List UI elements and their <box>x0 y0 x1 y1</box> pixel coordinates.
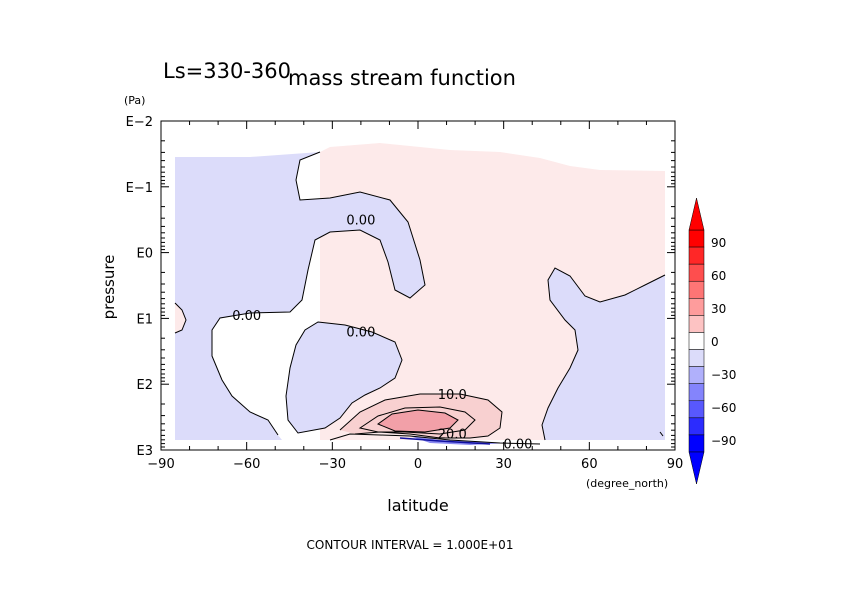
x-unit: (degree_north) <box>586 477 668 490</box>
colorbar: 90 60 30 0 −30 −60 −90 <box>688 197 736 485</box>
negative-region-left <box>175 152 425 440</box>
colorbar-label: −90 <box>711 434 736 448</box>
contour-label: 20.0 <box>438 428 467 443</box>
negative-region-right <box>542 268 665 440</box>
colorbar-segment <box>688 280 705 299</box>
contour-label: 0.00 <box>232 309 261 324</box>
contour-label: 0.00 <box>503 437 532 452</box>
y-tick-label: E0 <box>137 247 154 262</box>
colorbar-segment <box>688 417 705 436</box>
colorbar-label: 90 <box>711 236 726 250</box>
y-axis: E−2 E−1 E0 E1 E2 E3 <box>126 115 675 459</box>
positive-lobe-core <box>378 410 458 432</box>
colorbar-label: 30 <box>711 302 726 316</box>
x-tick-label: 30 <box>495 457 512 472</box>
y-tick-label: E2 <box>137 378 154 393</box>
x-tick-label: −30 <box>319 457 346 472</box>
x-tick-label: 60 <box>581 457 598 472</box>
colorbar-segment <box>688 315 705 333</box>
colorbar-segment <box>688 434 705 453</box>
contour-labels: 0.00 0.00 0.00 10.0 20.0 0.00 <box>232 214 532 453</box>
colorbar-segment <box>688 332 705 350</box>
colorbar-segment <box>688 298 705 316</box>
chart-title: mass stream function <box>288 66 516 90</box>
x-tick-label: 90 <box>667 457 684 472</box>
colorbar-label: 60 <box>711 269 726 283</box>
colorbar-label: −60 <box>711 401 736 415</box>
y-tick-label: E−1 <box>126 181 153 196</box>
y-unit: (Pa) <box>124 94 145 107</box>
negative-region-center <box>286 322 402 433</box>
colorbar-segment <box>688 263 705 282</box>
x-tick-label: 0 <box>414 457 422 472</box>
colorbar-segment <box>688 366 705 384</box>
x-axis-label: latitude <box>387 496 448 515</box>
colorbar-segment <box>688 229 705 248</box>
contour-interval-note: CONTOUR INTERVAL = 1.000E+01 <box>307 538 514 552</box>
colorbar-bottom-arrow <box>688 451 705 485</box>
positive-edge-blob <box>175 303 186 333</box>
y-tick-label: E−2 <box>126 115 153 130</box>
contour-fills <box>175 143 665 445</box>
contour-lines <box>174 151 666 445</box>
contour-label: 10.0 <box>438 388 467 403</box>
x-tick-label: −60 <box>233 457 260 472</box>
negative-surface-strip <box>410 436 510 445</box>
y-tick-label: E1 <box>137 312 154 327</box>
y-tick-label: E3 <box>137 444 154 459</box>
colorbar-top-arrow <box>688 197 705 231</box>
colorbar-segment <box>688 400 705 419</box>
x-axis: −90 −60 −30 0 30 60 90 <box>147 121 683 472</box>
contour-label: 0.00 <box>346 214 375 229</box>
x-tick-label: −90 <box>147 457 174 472</box>
colorbar-segment <box>688 383 705 402</box>
colorbar-label: −30 <box>711 368 736 382</box>
colorbar-segment <box>688 246 705 265</box>
colorbar-segment <box>688 349 705 367</box>
y-axis-label: pressure <box>100 255 118 320</box>
contour-label: 0.00 <box>346 326 375 341</box>
colorbar-label: 0 <box>711 335 719 349</box>
title-left: Ls=330-360 <box>163 59 291 83</box>
